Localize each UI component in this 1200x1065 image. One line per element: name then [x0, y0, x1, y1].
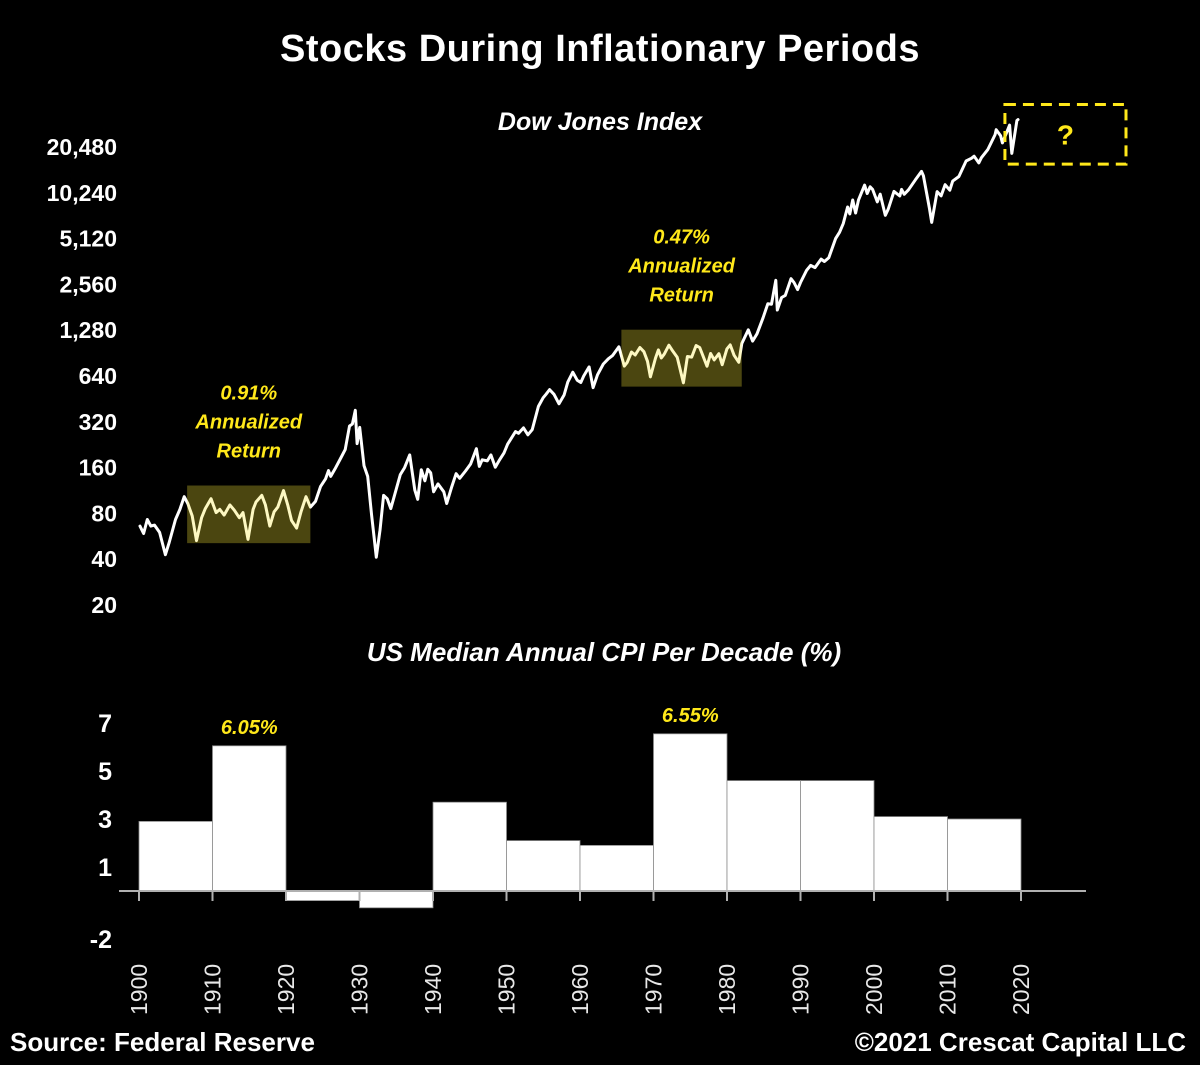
x-axis-tick-label: 1940: [420, 964, 446, 1015]
x-axis-tick-label: 1980: [714, 964, 740, 1015]
annualized-return-annotation: Return: [217, 441, 281, 463]
cpi-bar: [213, 746, 287, 891]
annualized-return-annotation: 0.91%: [220, 383, 277, 405]
x-axis-tick-label: 1960: [567, 964, 593, 1015]
y-axis-tick-label: -2: [90, 926, 112, 954]
cpi-bar: [874, 817, 948, 891]
cpi-bar: [727, 781, 801, 891]
y-axis-tick-label: 3: [98, 806, 112, 834]
y-axis-tick-label: 320: [79, 409, 117, 435]
y-axis-tick-label: 1,280: [59, 317, 117, 343]
y-axis-tick-label: 20,480: [47, 134, 117, 160]
y-axis-tick-label: 10,240: [47, 180, 117, 206]
cpi-bar: [286, 891, 360, 901]
cpi-bar: [654, 734, 728, 891]
annualized-return-annotation: Annualized: [627, 256, 735, 278]
x-axis-tick-label: 1990: [788, 964, 814, 1015]
cpi-bar: [360, 891, 434, 908]
y-axis-tick-label: 2,560: [59, 271, 117, 297]
chart-canvas: Stocks During Inflationary Periods Dow J…: [0, 0, 1200, 1065]
x-axis-tick-label: 1970: [641, 964, 667, 1015]
cpi-bar-chart: US Median Annual CPI Per Decade (%) 1900…: [0, 625, 1200, 1030]
inflation-period-highlight: [621, 330, 741, 387]
bar-value-label: 6.05%: [221, 717, 278, 739]
annualized-return-annotation: 0.47%: [653, 227, 710, 249]
y-axis-tick-label: 80: [91, 500, 117, 526]
cpi-bar: [801, 781, 875, 891]
annualized-return-annotation: Annualized: [194, 412, 302, 434]
source-credit: Source: Federal Reserve: [10, 1027, 315, 1058]
x-axis-tick-label: 2020: [1008, 964, 1034, 1015]
y-axis-tick-label: 7: [98, 710, 112, 738]
y-axis-tick-label: 5,120: [59, 226, 117, 252]
x-axis-tick-label: 1930: [347, 964, 373, 1015]
x-axis-tick-label: 2000: [861, 964, 887, 1015]
page-title: Stocks During Inflationary Periods: [0, 28, 1200, 71]
dow-line-chart: 0.91% Annualized Return 0.47% Annualized Retu…: [0, 80, 1200, 625]
cpi-bar: [433, 802, 507, 891]
question-mark: ?: [1057, 119, 1074, 150]
y-axis-tick-label: 20: [91, 592, 117, 618]
x-axis-tick-label: 1910: [200, 964, 226, 1015]
y-axis-tick-label: 640: [79, 363, 117, 389]
cpi-bar: [139, 821, 213, 891]
y-axis-tick-label: 160: [79, 455, 117, 481]
y-axis-tick-label: 1: [98, 854, 112, 882]
x-axis-tick-label: 1900: [126, 964, 152, 1015]
y-axis-tick-label: 40: [91, 546, 117, 572]
annualized-return-annotation: Return: [649, 285, 713, 307]
cpi-chart-title: US Median Annual CPI Per Decade (%): [367, 637, 841, 667]
cpi-bar: [580, 845, 654, 891]
footer: Source: Federal Reserve ©2021 Crescat Ca…: [0, 1027, 1200, 1065]
bar-value-label: 6.55%: [662, 705, 719, 727]
x-axis-tick-label: 1950: [494, 964, 520, 1015]
cpi-bar: [507, 841, 581, 891]
x-axis-tick-label: 2010: [935, 964, 961, 1015]
cpi-bar: [948, 819, 1022, 891]
y-axis-tick-label: 5: [98, 758, 112, 786]
copyright: ©2021 Crescat Capital LLC: [855, 1027, 1186, 1058]
inflation-period-highlight: [187, 486, 310, 544]
x-axis-tick-label: 1920: [273, 964, 299, 1015]
